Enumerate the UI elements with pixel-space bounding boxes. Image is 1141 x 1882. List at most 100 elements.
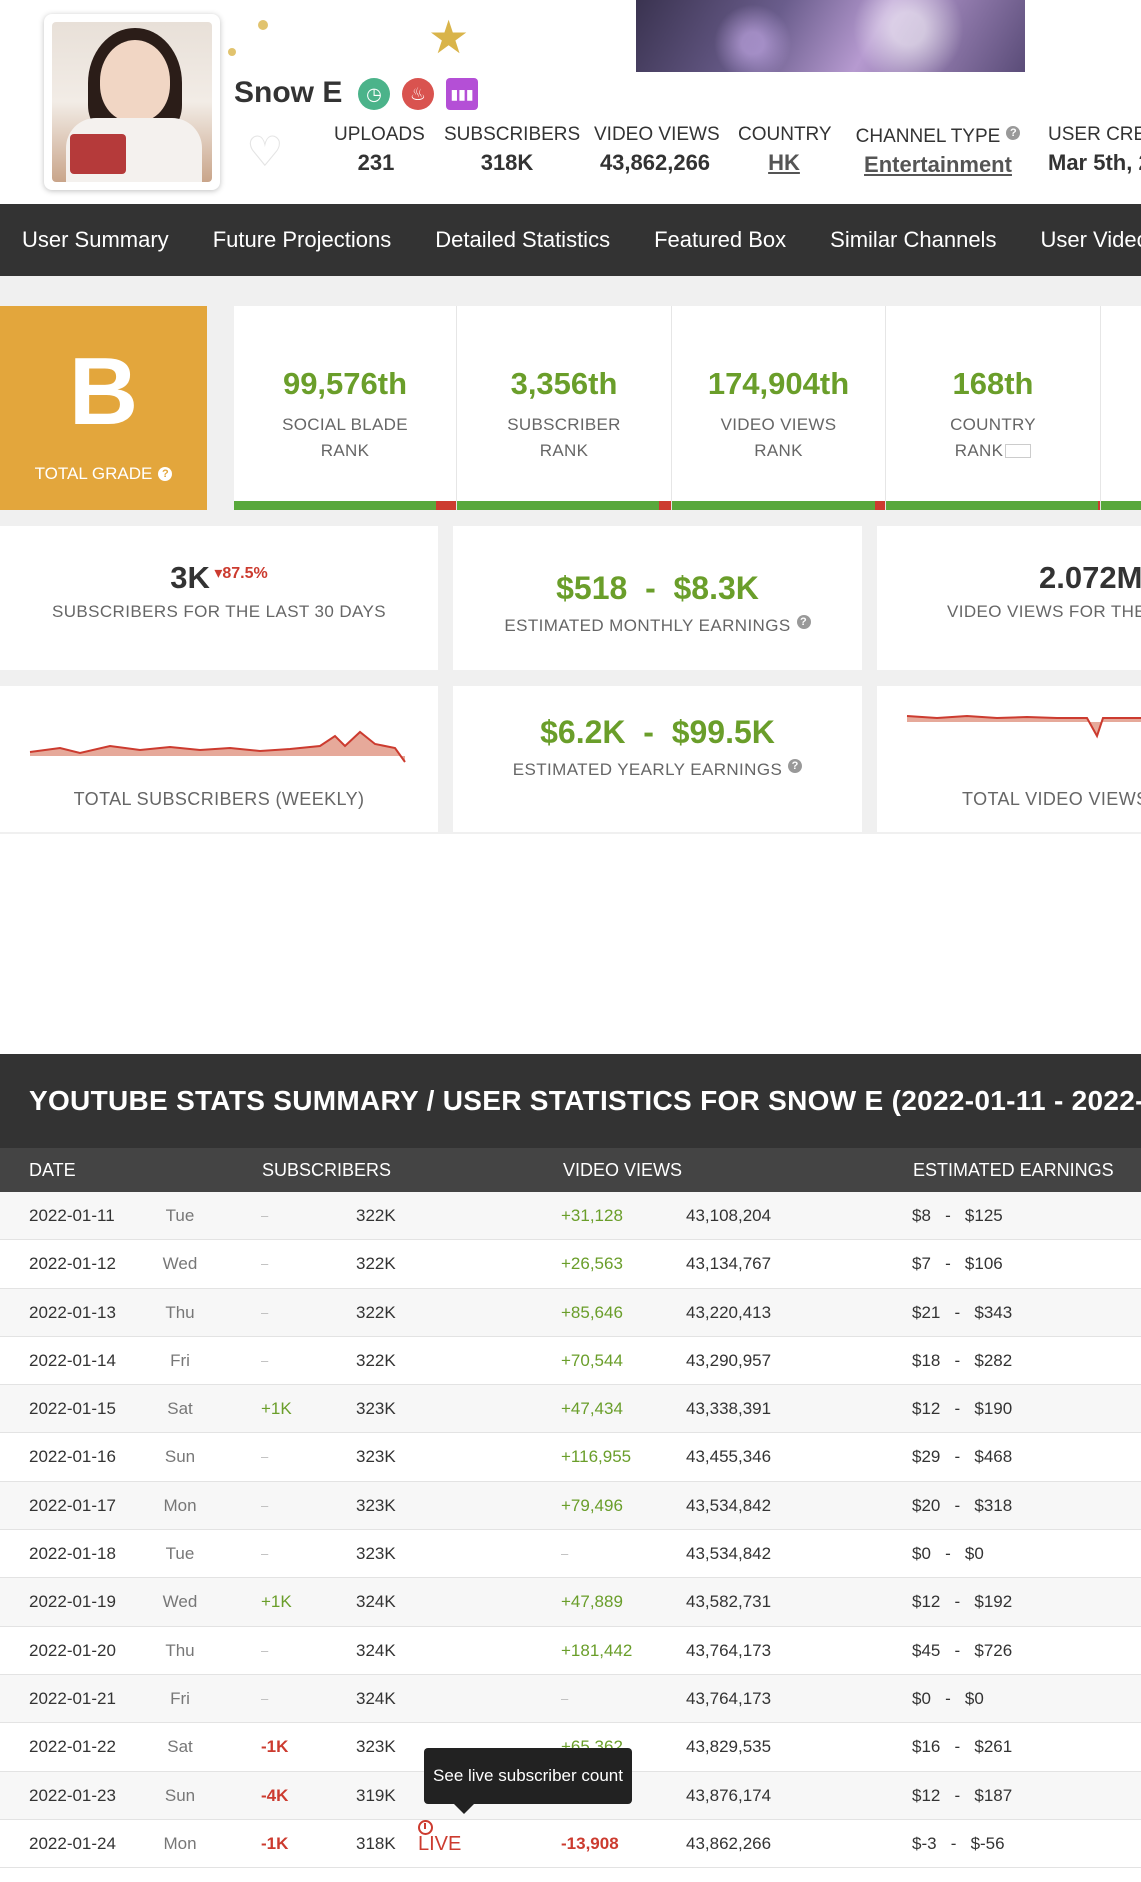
monthly-earnings-card: $518 - $8.3K ESTIMATED MONTHLY EARNINGS? xyxy=(453,526,862,670)
clock-icon[interactable]: ◷ xyxy=(358,78,390,110)
row-subscriber-change: – xyxy=(261,1546,269,1562)
row-subscriber-change: -1K xyxy=(261,1737,289,1757)
row-earnings: $8 - $125 xyxy=(912,1206,1003,1225)
weekly-subscribers-card: TOTAL SUBSCRIBERS (WEEKLY) xyxy=(0,686,438,832)
channel-type-link[interactable]: Entertainment xyxy=(864,152,1012,177)
table-row: 2022-01-24 Mon -1K 318K -13,908 43,862,266 $-3… xyxy=(0,1819,1141,1869)
row-views: 43,534,842 xyxy=(686,1495,772,1515)
row-earnings: $12 - $190 xyxy=(912,1399,1013,1419)
channel-name: Snow E xyxy=(234,76,343,109)
country-rank: 168th COUNTRY RANK xyxy=(886,306,1101,510)
row-subscribers: 324K xyxy=(356,1592,396,1612)
total-grade-box: B TOTAL GRADE? xyxy=(0,306,207,510)
row-view-change: +31,128 xyxy=(561,1206,623,1225)
flame-icon[interactable]: ♨ xyxy=(402,78,434,110)
row-earnings: $12 - $187 xyxy=(912,1785,1013,1805)
table-row: 2022-01-17 Mon – 323K +79,496 43,534,842 $20 -… xyxy=(0,1481,1141,1531)
table-row: 2022-01-18 Tue – 323K – 43,534,842 $0 - $0 xyxy=(0,1530,1141,1579)
channel-banner xyxy=(636,0,1025,72)
row-subscribers: 322K xyxy=(356,1254,396,1274)
favorite-heart-icon[interactable]: ♡ xyxy=(246,128,284,175)
row-subscribers: 319K xyxy=(356,1785,396,1805)
row-day: Thu xyxy=(165,1302,195,1322)
row-day: Sun xyxy=(164,1447,196,1467)
tab-detailed-statistics[interactable]: Detailed Statistics xyxy=(435,227,611,252)
row-views: 43,338,391 xyxy=(686,1399,772,1419)
rank-panel: 99,576th SOCIAL BLADE RANK 3,356th SUBSCR… xyxy=(234,306,1141,510)
row-date: 2022-01-16 xyxy=(29,1447,116,1467)
col-date: DATE xyxy=(29,1160,76,1180)
row-views: 43,534,842 xyxy=(686,1544,772,1564)
col-subscribers: SUBSCRIBERS xyxy=(262,1160,392,1180)
row-subscriber-change: +1K xyxy=(261,1399,292,1419)
user-created-stat: USER CREA Mar 5th, 2 xyxy=(1048,124,1141,175)
row-earnings: $7 - $106 xyxy=(912,1254,1003,1274)
bar-chart-icon[interactable]: ▮▮▮ xyxy=(446,78,478,110)
country-flag-icon xyxy=(1005,444,1032,458)
row-subscribers: 318K xyxy=(356,1833,396,1853)
help-icon[interactable]: ? xyxy=(158,467,173,481)
video-views-sparkline xyxy=(906,714,1141,739)
row-views: 43,876,174 xyxy=(686,1785,772,1805)
row-subscribers: 323K xyxy=(356,1495,396,1515)
row-view-change: +26,563 xyxy=(561,1254,623,1274)
row-subscriber-change: – xyxy=(261,1642,269,1658)
tab-future-projections[interactable]: Future Projections xyxy=(212,227,392,252)
row-views: 43,455,346 xyxy=(686,1447,772,1467)
help-icon[interactable]: ? xyxy=(796,615,811,629)
social-blade-rank: 99,576th SOCIAL BLADE RANK xyxy=(234,306,457,510)
table-row: 2022-01-12 Wed – 322K +26,563 43,134,767 $7 - … xyxy=(0,1240,1141,1289)
row-earnings: $12 - $192 xyxy=(912,1592,1013,1612)
row-view-change: +47,434 xyxy=(561,1399,623,1419)
row-date: 2022-01-11 xyxy=(29,1206,115,1225)
row-day: Fri xyxy=(170,1688,190,1708)
grade-letter: B xyxy=(68,338,139,445)
ad-space xyxy=(0,834,1141,1040)
tab-user-summary[interactable]: User Summary xyxy=(22,227,169,252)
row-date: 2022-01-22 xyxy=(29,1737,116,1757)
row-views: 43,862,266 xyxy=(686,1833,772,1853)
row-views: 43,764,173 xyxy=(686,1640,772,1660)
row-subscriber-change: -4K xyxy=(261,1785,289,1805)
row-day: Thu xyxy=(165,1640,195,1660)
row-day: Mon xyxy=(163,1833,197,1853)
row-date: 2022-01-19 xyxy=(29,1592,116,1612)
table-row: 2022-01-16 Sun – 323K +116,955 43,455,346 $29 … xyxy=(0,1433,1141,1482)
row-day: Mon xyxy=(163,1495,197,1515)
row-subscriber-change: – xyxy=(261,1304,269,1320)
video-views-30-days-card: 2.072M VIDEO VIEWS FOR THE L xyxy=(877,526,1141,670)
summary-column-headers: DATE SUBSCRIBERS VIDEO VIEWS ESTIMATED E… xyxy=(0,1148,1141,1192)
row-earnings: $45 - $726 xyxy=(912,1640,1013,1660)
row-subscriber-change: – xyxy=(261,1690,269,1706)
tab-user-videos[interactable]: User Videos xyxy=(1040,227,1141,252)
yearly-earnings-card: $6.2K - $99.5K ESTIMATED YEARLY EARNINGS… xyxy=(453,686,862,832)
row-date: 2022-01-13 xyxy=(29,1302,116,1322)
row-day: Sat xyxy=(167,1737,193,1757)
col-video-views: VIDEO VIEWS xyxy=(563,1160,683,1180)
tab-featured-box[interactable]: Featured Box xyxy=(654,227,787,252)
avatar[interactable] xyxy=(44,14,220,190)
row-date: 2022-01-15 xyxy=(29,1399,116,1419)
row-views: 43,134,767 xyxy=(686,1254,772,1274)
row-subscribers: 323K xyxy=(356,1399,396,1419)
row-views: 43,829,535 xyxy=(686,1737,772,1757)
row-views: 43,108,204 xyxy=(686,1206,772,1225)
table-row: 2022-01-15 Sat +1K 323K +47,434 43,338,391 $12… xyxy=(0,1385,1141,1434)
row-date: 2022-01-21 xyxy=(29,1688,116,1708)
row-views: 43,582,731 xyxy=(686,1592,772,1612)
video-views-stat: VIDEO VIEWS 43,862,266 xyxy=(594,124,720,175)
down-arrow-icon: ▾87.5% xyxy=(214,565,268,582)
row-date: 2022-01-18 xyxy=(29,1544,116,1564)
row-subscriber-change: -1K xyxy=(261,1833,289,1853)
help-icon[interactable]: ? xyxy=(788,759,803,773)
country-link[interactable]: HK xyxy=(768,150,800,175)
uploads-stat: UPLOADS 231 xyxy=(334,124,425,175)
dot-decoration-icon xyxy=(228,48,236,56)
row-subscriber-change: – xyxy=(261,1256,269,1272)
row-earnings: $18 - $282 xyxy=(912,1350,1013,1370)
help-icon[interactable]: ? xyxy=(1006,126,1021,140)
live-subscriber-link[interactable]: LIVE xyxy=(418,1819,461,1868)
row-subscriber-change: – xyxy=(261,1208,269,1223)
tab-similar-channels[interactable]: Similar Channels xyxy=(830,227,997,252)
video-views-rank: 174,904th VIDEO VIEWS RANK xyxy=(672,306,886,510)
